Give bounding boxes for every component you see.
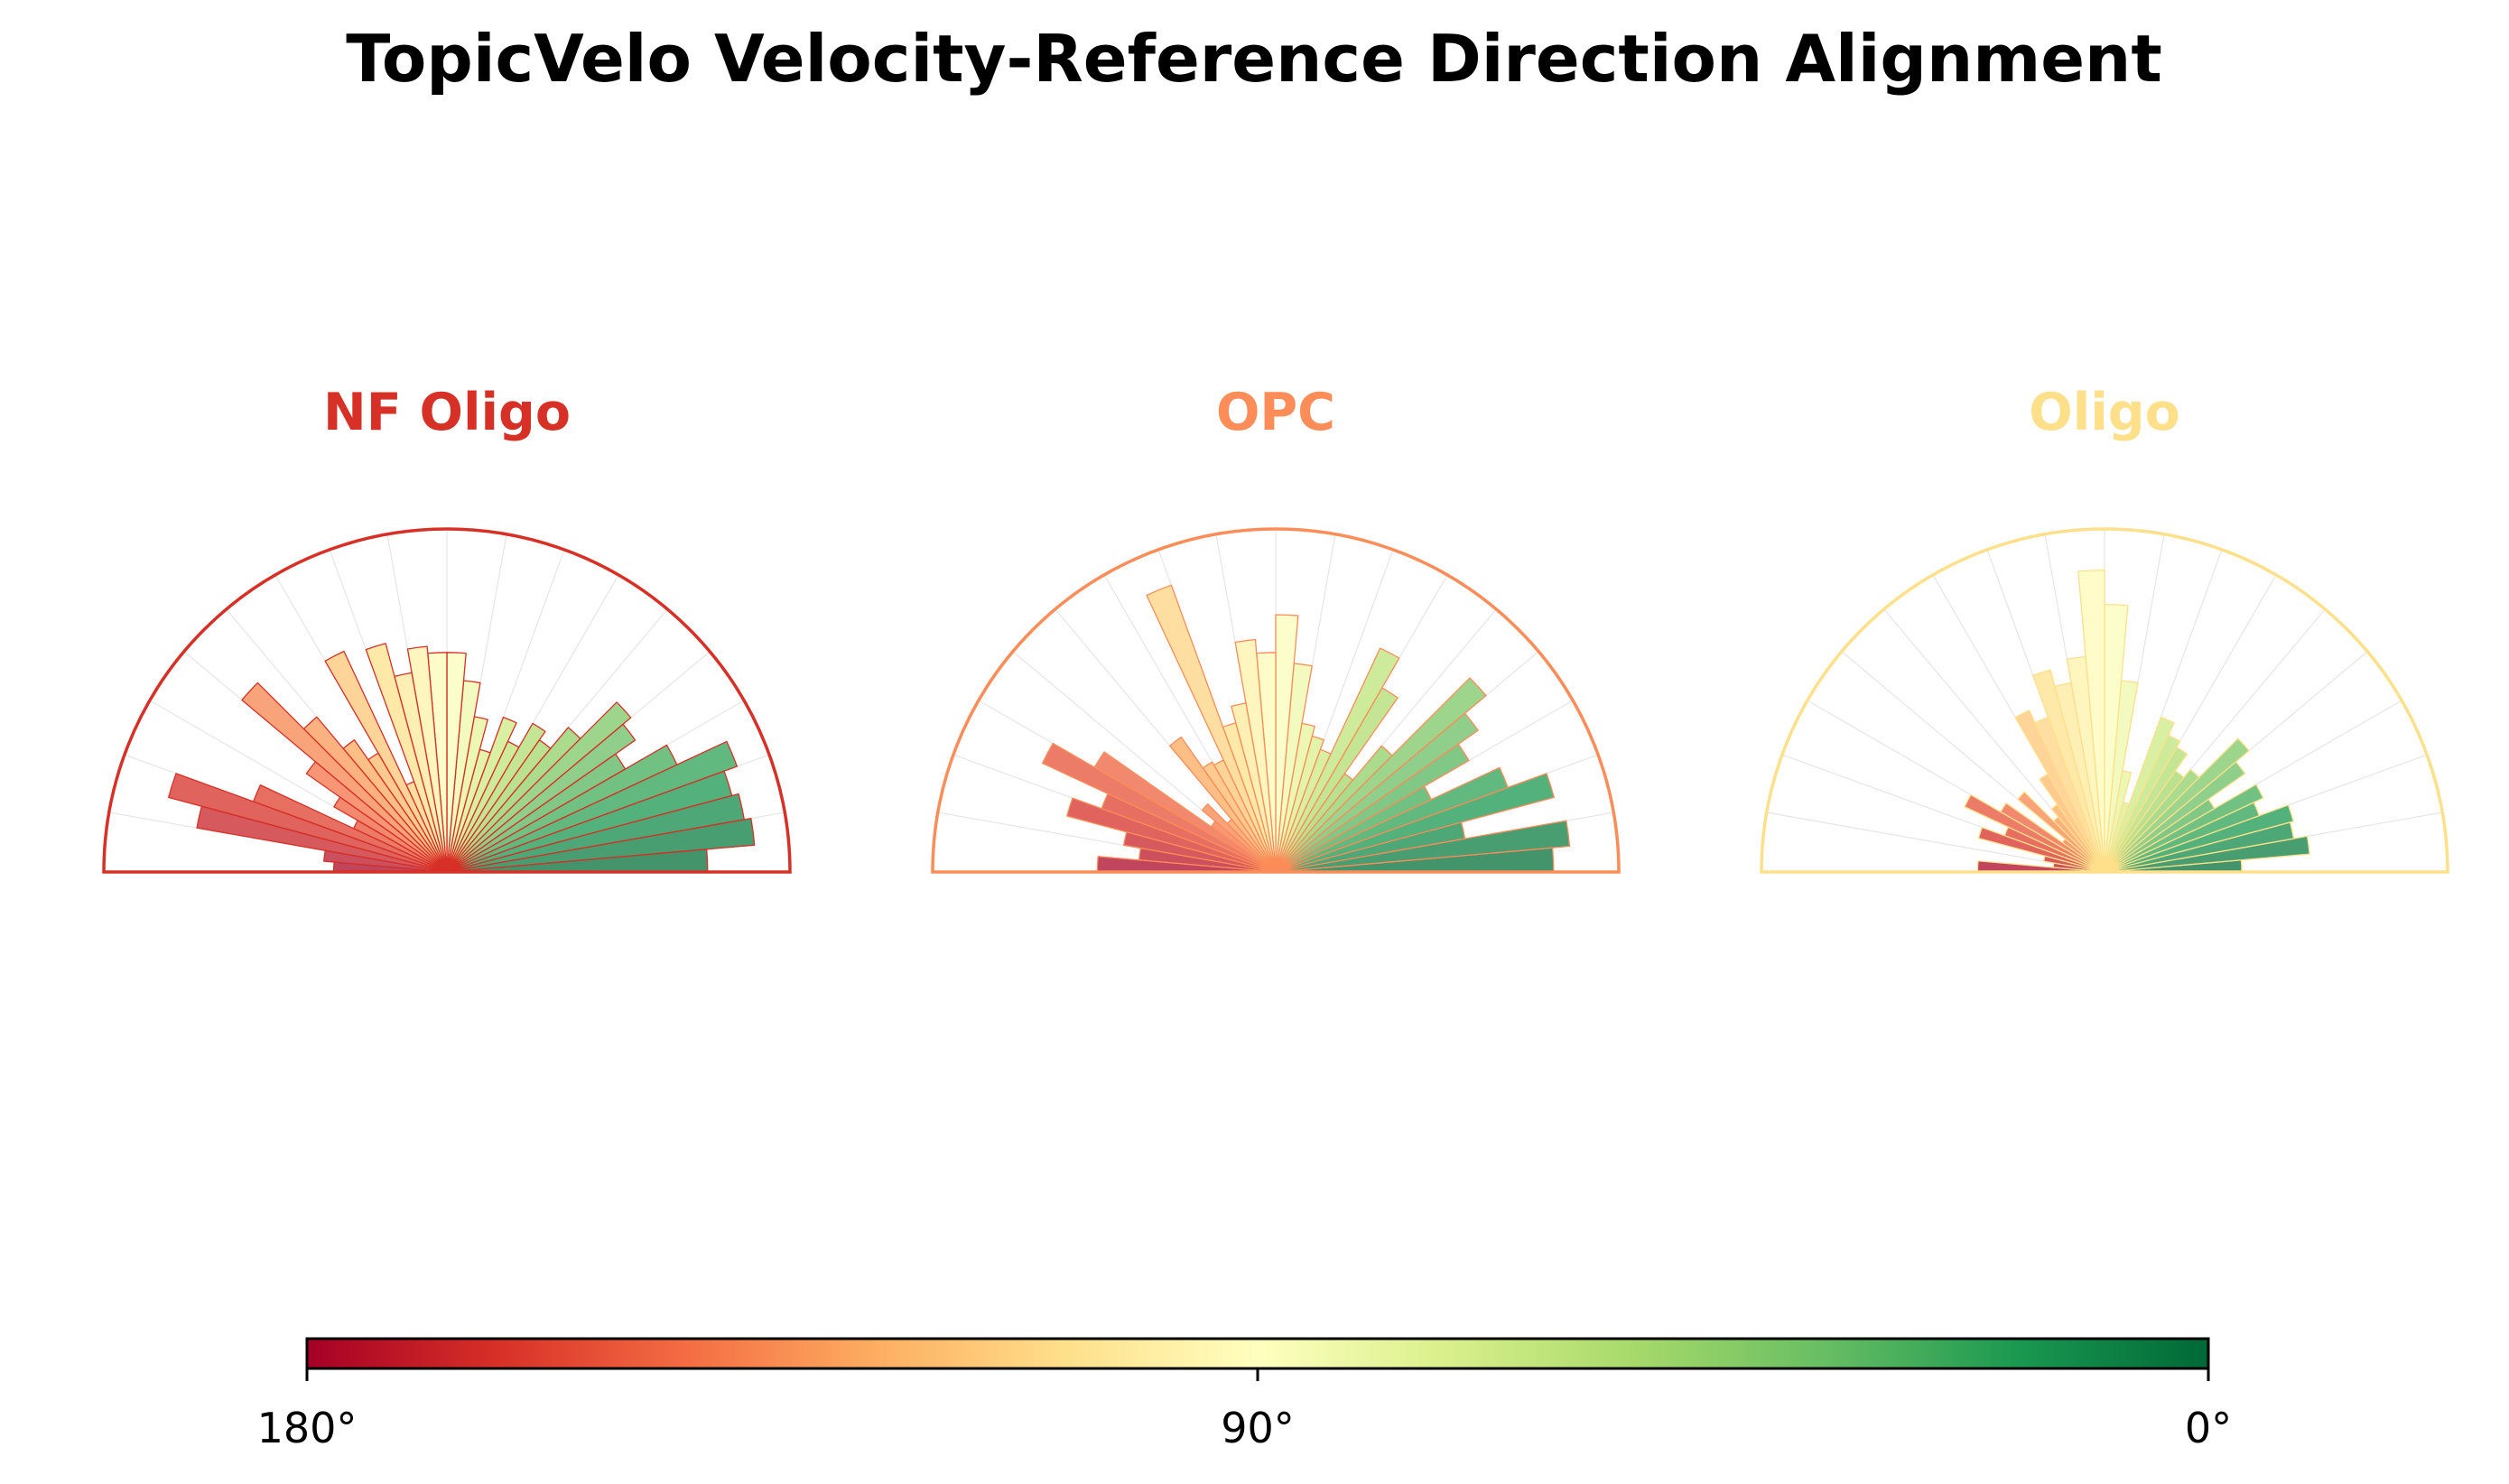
bar-opc	[1146, 584, 1277, 873]
bar-oligo	[2042, 855, 2105, 873]
bar-opc	[1275, 766, 1509, 873]
panel-outline	[102, 527, 792, 874]
bar-nf-oligo	[323, 849, 448, 873]
bar-opc	[1275, 745, 1393, 873]
colorbar-tick-label-180: 180°	[257, 1404, 358, 1452]
bar-nf-oligo	[305, 761, 448, 873]
colorbar: 180° 90° 0°	[257, 1337, 2232, 1452]
bar-opc	[1201, 803, 1277, 873]
bar-nf-oligo	[168, 773, 448, 873]
bar-opc	[1042, 742, 1277, 873]
panel-oligo: Oligo	[1760, 383, 2449, 874]
bar-oligo	[2014, 710, 2105, 873]
bar-nf-oligo	[446, 740, 739, 873]
bar-opc	[1275, 614, 1299, 873]
colorbar-bar	[305, 1337, 2210, 1370]
colorbar-tick-label-90: 90°	[1221, 1404, 1295, 1452]
bar-nf-oligo	[241, 682, 448, 873]
bar-oligo	[2039, 773, 2105, 873]
panel-title: NF Oligo	[323, 383, 571, 442]
bar-oligo	[2104, 737, 2250, 873]
bar-opc	[1122, 831, 1277, 873]
panel-title: OPC	[1216, 383, 1335, 442]
bar-nf-oligo	[333, 796, 448, 873]
bar-nf-oligo	[196, 805, 448, 873]
panel-title: Oligo	[2029, 383, 2180, 442]
panel-opc: OPC	[931, 383, 1621, 874]
panels-group: NF Oligo OPC Oligo	[102, 383, 2449, 874]
bar-oligo	[1964, 793, 2105, 873]
bar-nf-oligo	[446, 722, 546, 873]
bar-opc	[1275, 677, 1487, 873]
bar-nf-oligo	[324, 650, 448, 873]
panel-outline	[1760, 527, 2449, 874]
bar-opc	[1066, 797, 1277, 873]
bar-oligo	[1977, 826, 2105, 873]
panel-nf-oligo: NF Oligo	[102, 383, 792, 874]
colorbar-tick-label-0: 0°	[2185, 1404, 2232, 1452]
chart-title: TopicVelo Velocity-Reference Direction A…	[346, 21, 2161, 97]
bar-nf-oligo	[446, 727, 581, 873]
bar-oligo	[2017, 791, 2105, 873]
bar-oligo	[2104, 784, 2264, 873]
bar-oligo	[2050, 803, 2105, 873]
panel-outline	[931, 527, 1621, 874]
bar-opc	[1169, 736, 1277, 873]
bar-opc	[1275, 773, 1555, 873]
bar-nf-oligo	[446, 744, 678, 873]
bar-oligo	[2104, 768, 2200, 873]
bar-nf-oligo	[446, 716, 517, 873]
bar-nf-oligo	[446, 701, 632, 873]
bar-oligo	[2104, 716, 2175, 873]
bar-opc	[1275, 647, 1400, 873]
